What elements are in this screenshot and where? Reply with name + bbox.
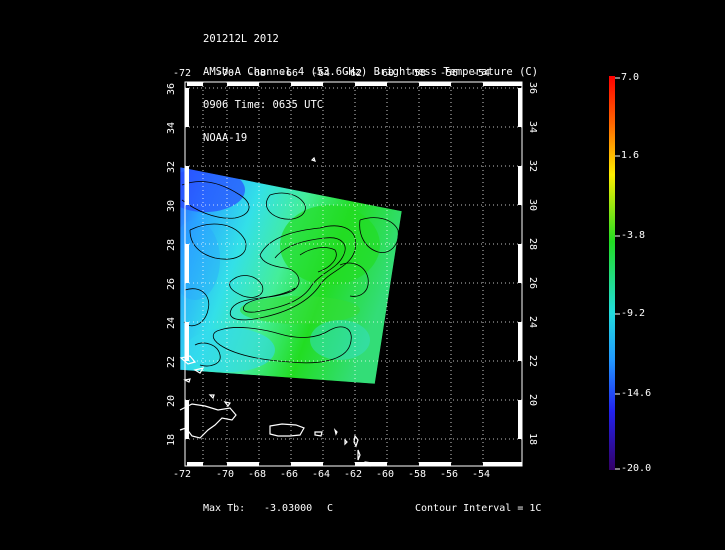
lon-label-top-7: -60 bbox=[376, 68, 395, 79]
storm-id-line: 201212L 2012 bbox=[203, 33, 279, 45]
lat-label-right-8: 22 bbox=[527, 355, 538, 368]
time-line: 0906 Time: 0635 UTC bbox=[203, 99, 324, 111]
small-island-a bbox=[314, 431, 323, 437]
colorbar-label-6: -20.0 bbox=[621, 463, 652, 474]
lon-label-top-9: -56 bbox=[440, 68, 459, 79]
lat-label-right-5: 28 bbox=[527, 238, 538, 251]
lon-label-top-8: -58 bbox=[408, 68, 427, 79]
lon-label-bottom-2: -70 bbox=[216, 469, 235, 480]
satellite-line: NOAA-19 bbox=[203, 132, 248, 144]
lon-label-bottom-7: -60 bbox=[376, 469, 395, 480]
lat-label-left-5: 28 bbox=[166, 238, 177, 251]
lat-label-right-10: 18 bbox=[527, 433, 538, 446]
product-title-line: AMSU-A Channel 4 (53.6GHz) Brightness Te… bbox=[203, 66, 539, 78]
lat-label-right-3: 32 bbox=[527, 160, 538, 173]
contour-interval: Contour Interval = 1C bbox=[415, 503, 542, 514]
lon-label-top-5: -64 bbox=[312, 68, 331, 79]
map-frame bbox=[184, 81, 523, 467]
lon-label-top-1: -72 bbox=[173, 68, 192, 79]
lon-label-bottom-8: -58 bbox=[408, 469, 427, 480]
lon-label-bottom-1: -72 bbox=[173, 469, 192, 480]
lon-label-top-2: -70 bbox=[216, 68, 235, 79]
lat-label-left-3: 32 bbox=[166, 160, 177, 173]
lat-label-left-10: 18 bbox=[166, 433, 177, 446]
lon-label-bottom-9: -56 bbox=[440, 469, 459, 480]
hispaniola-outline bbox=[179, 403, 237, 439]
lat-label-right-9: 20 bbox=[527, 394, 538, 407]
colorbar-label-2: 1.6 bbox=[621, 150, 640, 161]
lat-label-left-7: 24 bbox=[166, 316, 177, 329]
lat-label-right-6: 26 bbox=[527, 277, 538, 290]
lon-label-top-10: -54 bbox=[472, 68, 491, 79]
small-island-b bbox=[333, 428, 338, 436]
lon-label-bottom-4: -66 bbox=[280, 469, 299, 480]
lat-label-left-9: 20 bbox=[166, 394, 177, 407]
lon-label-bottom-10: -54 bbox=[472, 469, 491, 480]
lat-label-left-4: 30 bbox=[166, 199, 177, 212]
lon-label-top-3: -68 bbox=[248, 68, 267, 79]
max-tb-unit: C bbox=[327, 503, 334, 514]
lon-label-top-6: -62 bbox=[344, 68, 363, 79]
max-tb-value: -3.03000 bbox=[264, 503, 313, 514]
puerto-rico-outline bbox=[269, 423, 305, 437]
colorbar bbox=[609, 76, 620, 470]
colorbar-label-3: -3.8 bbox=[621, 230, 646, 241]
lon-label-top-4: -66 bbox=[280, 68, 299, 79]
colorbar-label-5: -14.6 bbox=[621, 388, 652, 399]
lat-label-left-1: 36 bbox=[166, 82, 177, 95]
lon-label-bottom-3: -68 bbox=[248, 469, 267, 480]
contour-lines bbox=[181, 181, 399, 367]
lat-label-left-2: 34 bbox=[166, 121, 177, 134]
lat-label-right-4: 30 bbox=[527, 199, 538, 212]
lon-label-bottom-6: -62 bbox=[344, 469, 363, 480]
colorbar-label-4: -9.2 bbox=[621, 308, 646, 319]
brightness-temperature-swath bbox=[180, 167, 402, 384]
lat-label-left-6: 26 bbox=[166, 277, 177, 290]
lat-label-left-8: 22 bbox=[166, 355, 177, 368]
max-tb-label: Max Tb: bbox=[203, 503, 246, 514]
lat-label-right-1: 36 bbox=[527, 82, 538, 95]
plot-header: 201212L 2012 AMSU-A Channel 4 (53.6GHz) … bbox=[203, 12, 538, 155]
lat-label-right-2: 34 bbox=[527, 121, 538, 134]
lat-label-right-7: 24 bbox=[527, 316, 538, 329]
lon-label-bottom-5: -64 bbox=[312, 469, 331, 480]
colorbar-label-1: 7.0 bbox=[621, 72, 640, 83]
